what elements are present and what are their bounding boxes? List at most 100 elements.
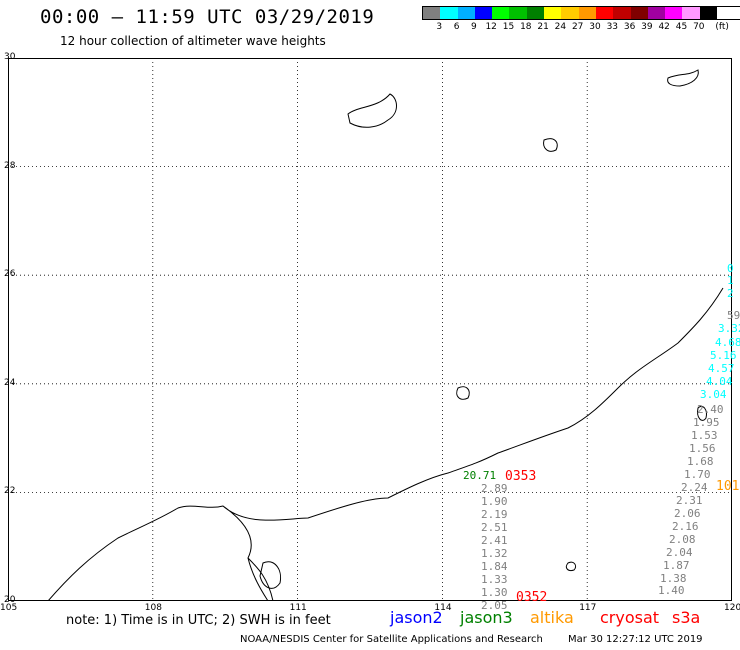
lon-label: 111 — [289, 603, 307, 613]
island-2 — [565, 561, 577, 571]
wave-value: 2.04 — [666, 546, 693, 559]
lake-3 — [667, 69, 699, 87]
lat-label: 20 — [4, 595, 16, 605]
lake-1 — [347, 93, 397, 128]
wave-value: 2.31 — [676, 494, 703, 507]
legend-swatch — [440, 7, 458, 19]
color-legend: 3 6 9 12 15 18 21 24 27 30 33 36 39 42 45 70 (ft) — [422, 6, 740, 34]
taiwan — [697, 405, 707, 421]
legend-swatch — [647, 7, 666, 19]
wave-value: 2.05 — [481, 599, 508, 612]
legend-tick-label: 12 — [485, 22, 497, 32]
wave-value: 1.33 — [481, 573, 508, 586]
wave-value: 2.19 — [481, 508, 508, 521]
wave-value-s3a: 2 — [727, 287, 734, 300]
wave-value: 1.32 — [481, 547, 508, 560]
wave-value: 2.51 — [481, 521, 508, 534]
legend-swatch — [699, 7, 718, 19]
lat-lon-grid — [8, 58, 732, 601]
lat-label: 30 — [4, 52, 16, 62]
wave-value: 1.87 — [663, 559, 690, 572]
legend-unit: (ft) — [715, 22, 729, 32]
legend-tick-label: 6 — [453, 22, 460, 32]
lat-label: 24 — [4, 377, 16, 388]
legend-swatch — [474, 7, 493, 19]
legend-tick-label: 70 — [693, 22, 705, 32]
satellite-legend-jason2: jason2 — [390, 608, 443, 627]
lat-label: 22 — [4, 486, 16, 497]
wave-value: 2.08 — [669, 533, 696, 546]
island-hainan-border — [259, 561, 282, 589]
wave-value: 1.70 — [684, 468, 711, 481]
legend-tick-label: 33 — [606, 22, 619, 32]
lon-label: 108 — [144, 603, 162, 613]
wave-value: 1.38 — [660, 572, 687, 585]
credit-text: NOAA/NESDIS Center for Satellite Applica… — [240, 634, 543, 645]
satellite-legend-altika: altika — [530, 608, 574, 627]
legend-swatch — [682, 7, 700, 19]
footer-note: note: 1) Time is in UTC; 2) SWH is in fe… — [66, 613, 331, 628]
satellite-legend-jason3: jason3 — [460, 608, 513, 627]
satellite-legend-cryosat: cryosat — [600, 608, 660, 627]
legend-labels: 3 6 9 12 15 18 21 24 27 30 33 36 39 42 45 70 (ft) — [422, 20, 740, 34]
map-header-subtitle: 12 hour collection of altimeter wave hei… — [60, 34, 326, 48]
wave-value: 1.40 — [658, 584, 685, 597]
satellite-legend-s3a: s3a — [672, 608, 701, 627]
legend-swatch — [613, 7, 631, 19]
wave-value-s3a: 3.04 — [700, 388, 727, 401]
legend-tick-label: 18 — [520, 22, 532, 32]
wave-value: 2.06 — [674, 507, 701, 520]
legend-swatch — [544, 7, 562, 19]
wave-value-s3a: 1 — [727, 274, 734, 287]
legend-swatch — [561, 7, 579, 19]
wave-value: 1.53 — [691, 429, 718, 442]
legend-swatch — [423, 7, 441, 19]
wave-value: 2.89 — [481, 482, 508, 495]
wave-value: 2.40 — [697, 403, 724, 416]
pass-time-cryosat: 0353 — [505, 469, 537, 484]
wave-value-s3a: 4.57 — [708, 362, 735, 375]
coastline-leizhou — [247, 557, 274, 601]
lat-label: 28 — [4, 160, 16, 171]
wave-value-s3a: 0 — [727, 262, 734, 275]
wave-value: 1.56 — [689, 442, 716, 455]
wave-value: 59 — [727, 309, 740, 322]
legend-swatch — [595, 7, 614, 19]
wave-value: 2.41 — [481, 534, 508, 547]
wave-value-s3a: 4.04 — [706, 375, 733, 388]
legend-tick-label: 36 — [623, 22, 636, 32]
wave-value: 1.90 — [481, 495, 508, 508]
map-header-title: 00:00 – 11:59 UTC 03/29/2019 — [40, 6, 375, 28]
wave-value-s3a: 4.68 — [715, 336, 740, 349]
legend-swatch — [526, 7, 545, 19]
legend-tick-label: 27 — [571, 22, 584, 32]
wave-value-s3a: 5.16 — [710, 349, 737, 362]
map-frame — [8, 58, 732, 601]
legend-swatch — [457, 7, 475, 19]
wave-value: 1.84 — [481, 560, 508, 573]
map-canvas — [8, 58, 732, 601]
lake-2 — [543, 138, 558, 152]
lon-label: 120 — [724, 603, 740, 613]
legend-swatch — [492, 7, 510, 19]
legend-swatch — [630, 7, 648, 19]
legend-tick-label: 24 — [554, 22, 567, 32]
pass-time-altika: 101 — [716, 479, 740, 494]
legend-tick-label: 30 — [589, 22, 601, 32]
wave-value-jason3: 20.71 — [463, 469, 497, 482]
footer-credit: NOAA/NESDIS Center for Satellite Applica… — [240, 634, 703, 645]
legend-tick-label: 15 — [502, 22, 515, 32]
pass-time-cryosat: 0352 — [516, 590, 548, 605]
lon-label: 117 — [579, 603, 597, 613]
credit-timestamp: Mar 30 12:27:12 UTC 2019 — [568, 634, 703, 645]
legend-swatch — [665, 7, 683, 19]
wave-value: 1.30 — [481, 586, 508, 599]
island-1 — [456, 386, 470, 400]
wave-value: 1.95 — [693, 416, 720, 429]
wave-value: 1.68 — [687, 455, 714, 468]
wave-value-s3a: 3.32 — [718, 322, 740, 335]
wave-value: 2.16 — [672, 520, 699, 533]
lon-label: 114 — [434, 603, 452, 613]
legend-tick-label: 45 — [675, 22, 688, 32]
lat-label: 26 — [4, 269, 16, 280]
